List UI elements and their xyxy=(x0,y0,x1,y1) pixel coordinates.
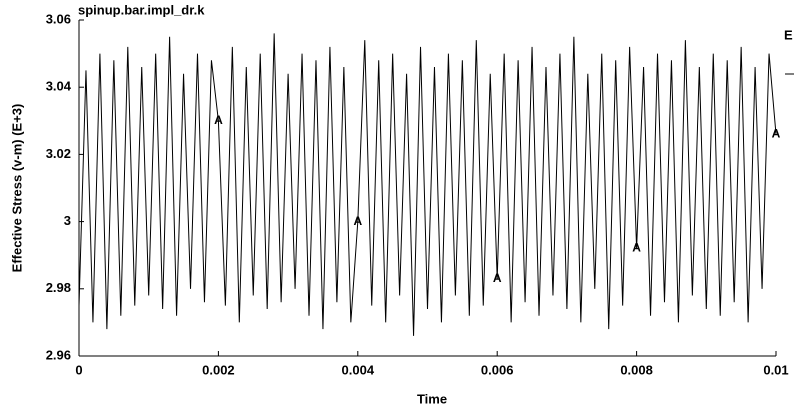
series-marker: A xyxy=(493,271,502,285)
x-tick-label: 0 xyxy=(75,362,82,377)
series-marker: A xyxy=(214,113,223,127)
y-tick-label: 2.98 xyxy=(46,280,71,295)
x-tick-label: 0.002 xyxy=(202,362,235,377)
x-tick-label: 0.004 xyxy=(342,362,375,377)
y-tick-label: 3.04 xyxy=(46,79,72,94)
y-tick-label: 3 xyxy=(64,213,71,228)
chart-title: spinup.bar.impl_dr.k xyxy=(78,2,205,17)
y-tick-label: 3.06 xyxy=(46,11,71,26)
series-line xyxy=(78,33,777,336)
y-tick-label: 3.02 xyxy=(46,146,71,161)
y-axis-label: Effective Stress (v-m) (E+3) xyxy=(9,104,24,273)
legend-text: E xyxy=(784,27,793,42)
x-axis-label: Time xyxy=(417,391,447,406)
x-tick-label: 0.006 xyxy=(481,362,514,377)
x-tick-label: 0.008 xyxy=(620,362,653,377)
series-marker: A xyxy=(772,126,781,140)
series-marker: A xyxy=(353,214,362,228)
y-tick-label: 2.96 xyxy=(46,347,71,362)
series-marker: A xyxy=(632,241,641,255)
x-tick-label: 0.01 xyxy=(763,362,788,377)
